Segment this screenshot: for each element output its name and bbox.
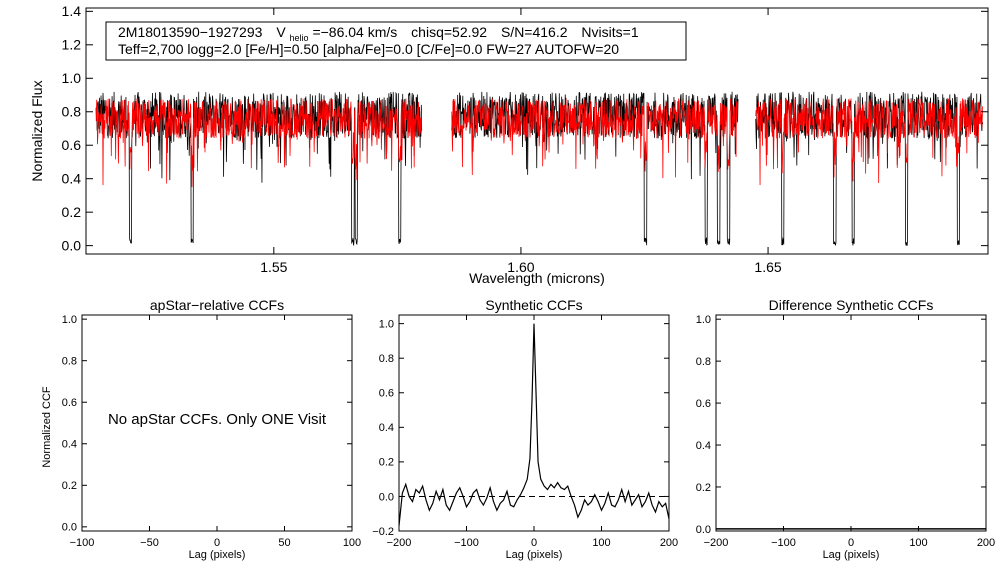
x-tick-label: 1.55 — [260, 259, 287, 275]
vhelio-prefix: V — [276, 24, 286, 40]
model-spectrum-segment-3 — [755, 97, 984, 186]
y-tick-label: 1.0 — [62, 70, 82, 86]
y-tick-label: 0.6 — [62, 397, 77, 409]
y-tick-label: 0.2 — [696, 482, 711, 494]
difference-ccf-axes: −200 −100 0 100 200 0.0 0.2 0.4 0.6 0.8 1.0 — [696, 314, 995, 549]
y-tick-label: 0.0 — [379, 491, 394, 503]
x-tick-label: 100 — [592, 537, 610, 549]
y-tick-label: 0.0 — [696, 524, 711, 536]
synthetic-ccf-plot-area — [399, 323, 669, 526]
x-tick-label: 1.65 — [754, 259, 781, 275]
vhelio-value: =−86.04 km/s — [312, 24, 397, 40]
y-tick-label: 0.8 — [379, 353, 394, 365]
difference-ccf-panel: Difference Synthetic CCFs −200 −100 0 100 20… — [696, 297, 995, 561]
x-tick-label: 100 — [343, 537, 361, 549]
apstar-ccf-y-axis-label: Normalized CCF — [41, 386, 53, 468]
y-tick-label: 0.4 — [62, 171, 82, 187]
nvisits-value: Nvisits=1 — [581, 24, 638, 40]
y-tick-label: −0.2 — [372, 526, 394, 538]
spectrum-info-box: 2M18013590−1927293 V helio =−86.04 km/s … — [105, 21, 687, 61]
spectrum-plot-area — [95, 91, 984, 247]
y-tick-label: 1.0 — [696, 314, 711, 326]
x-tick-label: 200 — [660, 537, 678, 549]
x-tick-label: 0 — [531, 537, 537, 549]
y-tick-label: 0.0 — [62, 238, 82, 254]
y-tick-label: 0.6 — [62, 137, 82, 153]
spectrum-y-axis-label: Normalized Flux — [29, 80, 45, 181]
apstar-ccf-message: No apStar CCFs. Only ONE Visit — [108, 411, 327, 428]
model-spectrum-segment-1 — [95, 98, 423, 188]
sn-value: S/N=416.2 — [501, 24, 568, 40]
y-tick-label: 0.4 — [696, 440, 711, 452]
y-tick-label: 0.0 — [62, 522, 77, 534]
spectrum-axes: 1.55 1.60 1.65 0.0 0.2 0.4 0.6 0.8 1.0 1.2 1.4 — [62, 3, 988, 275]
info-box-line1: 2M18013590−1927293 V helio =−86.04 km/s … — [118, 24, 639, 44]
x-tick-label: −50 — [140, 537, 159, 549]
y-tick-label: 1.0 — [379, 318, 394, 330]
x-tick-label: −200 — [387, 537, 412, 549]
x-tick-label: 0 — [848, 537, 854, 549]
vhelio-subscript: helio — [290, 33, 309, 43]
apstar-ccf-x-axis-label: Lag (pixels) — [189, 549, 246, 561]
y-tick-label: 0.8 — [62, 356, 77, 368]
difference-ccf-title: Difference Synthetic CCFs — [769, 297, 934, 313]
y-tick-label: 0.2 — [62, 204, 82, 220]
y-tick-label: 0.6 — [696, 398, 711, 410]
apstar-ccf-panel: apStar−relative CCFs −100 −50 0 50 100 0.0 0.2… — [41, 297, 361, 561]
x-tick-label: 1.60 — [507, 259, 534, 275]
synthetic-ccf-title: Synthetic CCFs — [485, 297, 582, 313]
y-tick-label: 0.8 — [62, 104, 82, 120]
synthetic-ccf-line — [399, 323, 669, 526]
model-spectrum-segment-2 — [451, 98, 739, 179]
spectrum-plot-frame — [85, 7, 989, 255]
y-tick-label: 0.2 — [379, 457, 394, 469]
x-tick-label: 50 — [278, 537, 290, 549]
x-tick-label: 100 — [909, 537, 927, 549]
x-tick-label: −200 — [704, 537, 729, 549]
y-tick-label: 0.4 — [379, 422, 394, 434]
chisq-value: chisq=52.92 — [411, 24, 487, 40]
y-tick-label: 0.6 — [379, 388, 394, 400]
difference-ccf-x-axis-label: Lag (pixels) — [823, 549, 880, 561]
synthetic-ccf-panel: Synthetic CCFs −200 −100 0 100 200 −0.2 0.0 0.2… — [372, 297, 678, 561]
apstar-ccf-axes: −100 −50 0 50 100 0.0 0.2 0.4 0.6 0.8 1.0 — [62, 314, 361, 549]
y-tick-label: 0.2 — [62, 480, 77, 492]
y-tick-label: 1.4 — [62, 3, 82, 19]
y-tick-label: 1.2 — [62, 37, 82, 53]
y-tick-label: 0.8 — [696, 356, 711, 368]
synthetic-ccf-x-axis-label: Lag (pixels) — [506, 549, 563, 561]
x-tick-label: −100 — [771, 537, 796, 549]
star-id: 2M18013590−1927293 — [118, 24, 263, 40]
synthetic-ccf-axes: −200 −100 0 100 200 −0.2 0.0 0.2 0.4 0.6 0.8 1.0 — [372, 315, 678, 549]
x-tick-label: −100 — [70, 537, 95, 549]
difference-ccf-frame — [715, 314, 987, 532]
y-tick-label: 1.0 — [62, 314, 77, 326]
info-box-frame — [105, 21, 687, 61]
spectrum-x-axis-label: Wavelength (microns) — [469, 270, 605, 286]
x-tick-label: 200 — [977, 537, 995, 549]
y-tick-label: 0.4 — [62, 439, 77, 451]
x-tick-label: −100 — [454, 537, 479, 549]
apstar-ccf-title: apStar−relative CCFs — [150, 297, 284, 313]
info-box-line2: Teff=2,700 logg=2.0 [Fe/H]=0.50 [alpha/F… — [118, 41, 619, 57]
x-tick-label: 0 — [214, 537, 220, 549]
spectrum-panel: 1.55 1.60 1.65 0.0 0.2 0.4 0.6 0.8 1.0 1.2 1.4 Wav… — [29, 3, 989, 286]
